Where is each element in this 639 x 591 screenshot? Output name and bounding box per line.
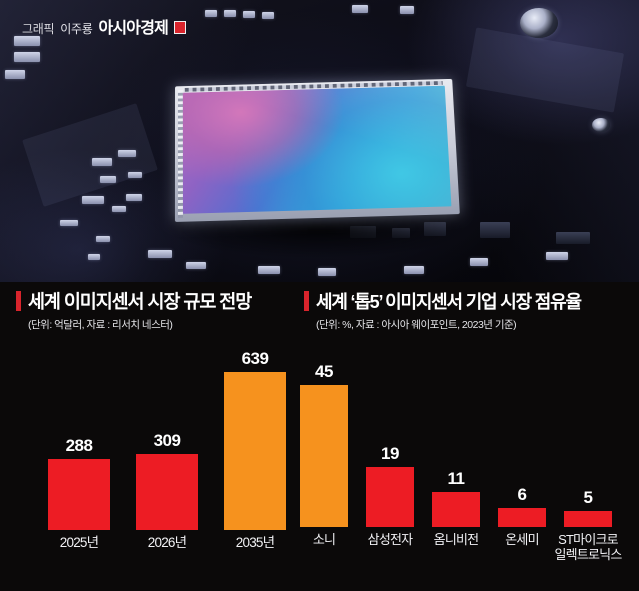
credit-label: 그래픽 <box>22 22 55 36</box>
bar-value-label: 19 <box>381 444 399 463</box>
logo-mark-icon <box>174 21 187 34</box>
graphic-credit: 그래픽 이주룡 아시아경제 <box>22 14 187 38</box>
chart-title: 세계 ‘톱5’ 이미지센서 기업 시장 점유율 <box>316 292 582 312</box>
bar-category-label: 2025년 <box>59 535 99 550</box>
bar <box>48 459 110 530</box>
bar-group: 639 2035년 <box>224 282 286 591</box>
bar-group: 309 2026년 <box>136 282 198 591</box>
bar-group: 45 소니 <box>300 282 348 591</box>
bar <box>564 511 612 527</box>
bar-category-label: 2026년 <box>147 535 187 550</box>
image-sensor-die <box>174 78 460 222</box>
bar-group: 11 옴니비전 <box>432 282 480 591</box>
chart-subtitle: (단위: 억달러, 자료 : 리서치 네스터) <box>28 319 173 331</box>
chart-header: 세계 이미지센서 시장 규모 전망 (단위: 억달러, 자료 : 리서치 네스터… <box>16 288 312 332</box>
bar-plot: 288 2025년 309 2026년 639 2035년 <box>0 282 296 591</box>
title-accent-bar <box>304 291 309 311</box>
bar-category-label: 온세미 <box>505 532 539 547</box>
chart-panel-market-size: 세계 이미지센서 시장 규모 전망 (단위: 억달러, 자료 : 리서치 네스터… <box>0 282 296 591</box>
cmos-image-sensor-photo: 그래픽 이주룡 아시아경제 <box>0 0 639 282</box>
capacitor-component <box>520 8 558 38</box>
bar-group: 288 2025년 <box>48 282 110 591</box>
bar-category-label: 소니 <box>312 532 336 547</box>
bar-value-label: 639 <box>241 349 269 368</box>
bar <box>136 454 198 530</box>
sensor-active-area <box>182 85 452 214</box>
title-accent-bar <box>16 291 21 311</box>
chart-title: 세계 이미지센서 시장 규모 전망 <box>28 291 252 312</box>
bar-value-label: 288 <box>65 436 93 455</box>
bar-value-label: 309 <box>153 431 181 450</box>
bar-group: 6 온세미 <box>498 282 546 591</box>
chart-header: 세계 ‘톱5’ 이미지센서 기업 시장 점유율 (단위: %, 자료 : 아시아… <box>304 288 639 332</box>
bar-category-label: 옴니비전 <box>433 532 479 547</box>
chart-subtitle: (단위: %, 자료 : 아시아 웨이포인트, 2023년 기준) <box>316 319 517 331</box>
bar <box>498 508 546 527</box>
credit-brand: 아시아경제 <box>98 20 169 37</box>
bar-category-label: 삼성전자 <box>367 532 413 547</box>
bar <box>366 467 414 527</box>
bar <box>224 372 286 530</box>
bar-group: 19 삼성전자 <box>366 282 414 591</box>
bar <box>300 385 348 527</box>
charts-section: 세계 이미지센서 시장 규모 전망 (단위: 억달러, 자료 : 리서치 네스터… <box>0 282 639 591</box>
bar-plot: 45 소니 19 삼성전자 11 옴니비전 6 온세미 5 ST마이크로 일렉트로닉스 <box>296 282 639 591</box>
bar-category-label: ST마이크로 일렉트로닉스 <box>554 532 623 562</box>
bar-category-label: 2035년 <box>235 535 275 550</box>
bar-value-label: 45 <box>315 362 333 381</box>
capacitor-component <box>592 118 610 132</box>
bar-value-label: 6 <box>517 485 527 504</box>
chart-panel-market-share: 세계 ‘톱5’ 이미지센서 기업 시장 점유율 (단위: %, 자료 : 아시아… <box>296 282 639 591</box>
bar-group: 5 ST마이크로 일렉트로닉스 <box>555 282 623 591</box>
bar-value-label: 5 <box>583 488 593 507</box>
credit-author: 이주룡 <box>60 22 93 36</box>
bar <box>432 492 480 527</box>
bar-value-label: 11 <box>447 469 465 488</box>
